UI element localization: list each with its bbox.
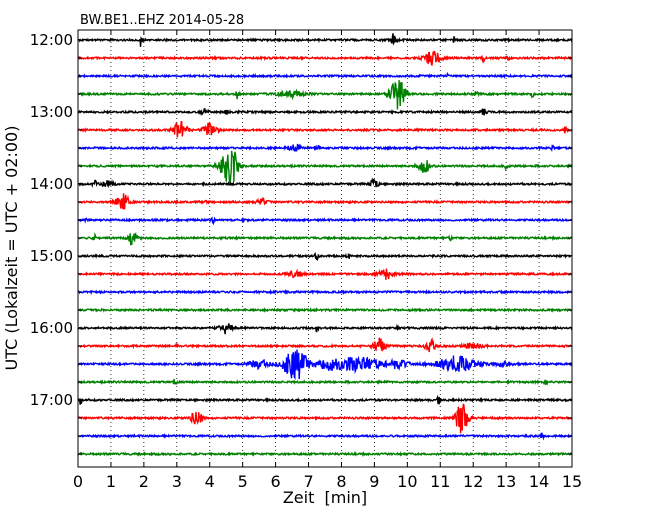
trace-1600	[77, 323, 573, 335]
seismic-traces	[77, 33, 573, 458]
trace-1215	[77, 50, 573, 66]
y-tick-label: 14:00	[30, 175, 73, 193]
x-tick-label: 10	[397, 472, 417, 491]
x-tick-label: 4	[205, 472, 215, 491]
y-axis: 12:00 13:00 14:00 15:00 16:00 17:00	[30, 31, 572, 455]
trace-1615	[77, 337, 573, 353]
x-tick-label: 7	[303, 472, 313, 491]
x-tick-label: 1	[106, 472, 116, 491]
trace-1315	[77, 121, 573, 138]
x-tick-label: 12	[463, 472, 483, 491]
x-tick-label: 6	[271, 472, 281, 491]
trace-1330	[77, 143, 573, 153]
trace-1400	[77, 177, 573, 189]
trace-1430	[77, 216, 573, 226]
x-tick-label: 11	[430, 472, 450, 491]
x-tick-label: 2	[139, 472, 149, 491]
trace-1700	[77, 394, 573, 406]
trace-1200	[77, 33, 573, 47]
x-tick-label: 15	[562, 472, 582, 491]
x-tick-label: 13	[496, 472, 516, 491]
chart-title: BW.BE1..EHZ 2014-05-28	[80, 13, 244, 28]
trace-1345	[77, 150, 573, 186]
plot-frame	[77, 29, 573, 468]
trace-1300	[77, 107, 573, 116]
y-axis-label: UTC (Lokalzeit = UTC + 02:00)	[2, 126, 21, 371]
x-axis-label: Zeit [min]	[283, 488, 367, 507]
y-tick-label: 15:00	[30, 247, 73, 265]
y-tick-label: 16:00	[30, 319, 73, 337]
trace-1445	[77, 231, 573, 246]
trace-1715	[77, 403, 573, 434]
trace-1745	[77, 450, 573, 458]
trace-1645	[77, 378, 573, 386]
trace-1500	[77, 252, 573, 261]
trace-1245	[77, 80, 573, 110]
x-axis: 0 1 2 3 4 5 6 7 8 9 10 11 12 13 14 15	[73, 30, 582, 491]
x-tick-label: 8	[336, 472, 346, 491]
x-tick-label: 14	[529, 472, 549, 491]
x-tick-label: 0	[73, 472, 83, 491]
x-tick-label: 5	[238, 472, 248, 491]
trace-1230	[77, 71, 573, 79]
trace-1630	[77, 349, 573, 381]
x-tick-label: 9	[369, 472, 379, 491]
x-tick-label: 3	[172, 472, 182, 491]
trace-1530	[77, 288, 573, 296]
y-tick-label: 12:00	[30, 31, 73, 49]
trace-1515	[77, 268, 573, 280]
trace-1415	[77, 193, 573, 210]
y-tick-label: 17:00	[30, 391, 73, 409]
y-tick-label: 13:00	[30, 103, 73, 121]
vertical-grid	[110, 30, 540, 467]
trace-1545	[77, 307, 573, 314]
trace-1730	[77, 432, 573, 441]
